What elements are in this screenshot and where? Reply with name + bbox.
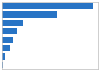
Bar <box>2 20 23 26</box>
Bar <box>2 53 5 59</box>
Bar <box>2 37 13 43</box>
Bar <box>2 62 3 68</box>
Bar <box>2 45 10 51</box>
Bar <box>2 3 93 9</box>
Bar <box>2 28 17 34</box>
Bar <box>2 12 57 18</box>
